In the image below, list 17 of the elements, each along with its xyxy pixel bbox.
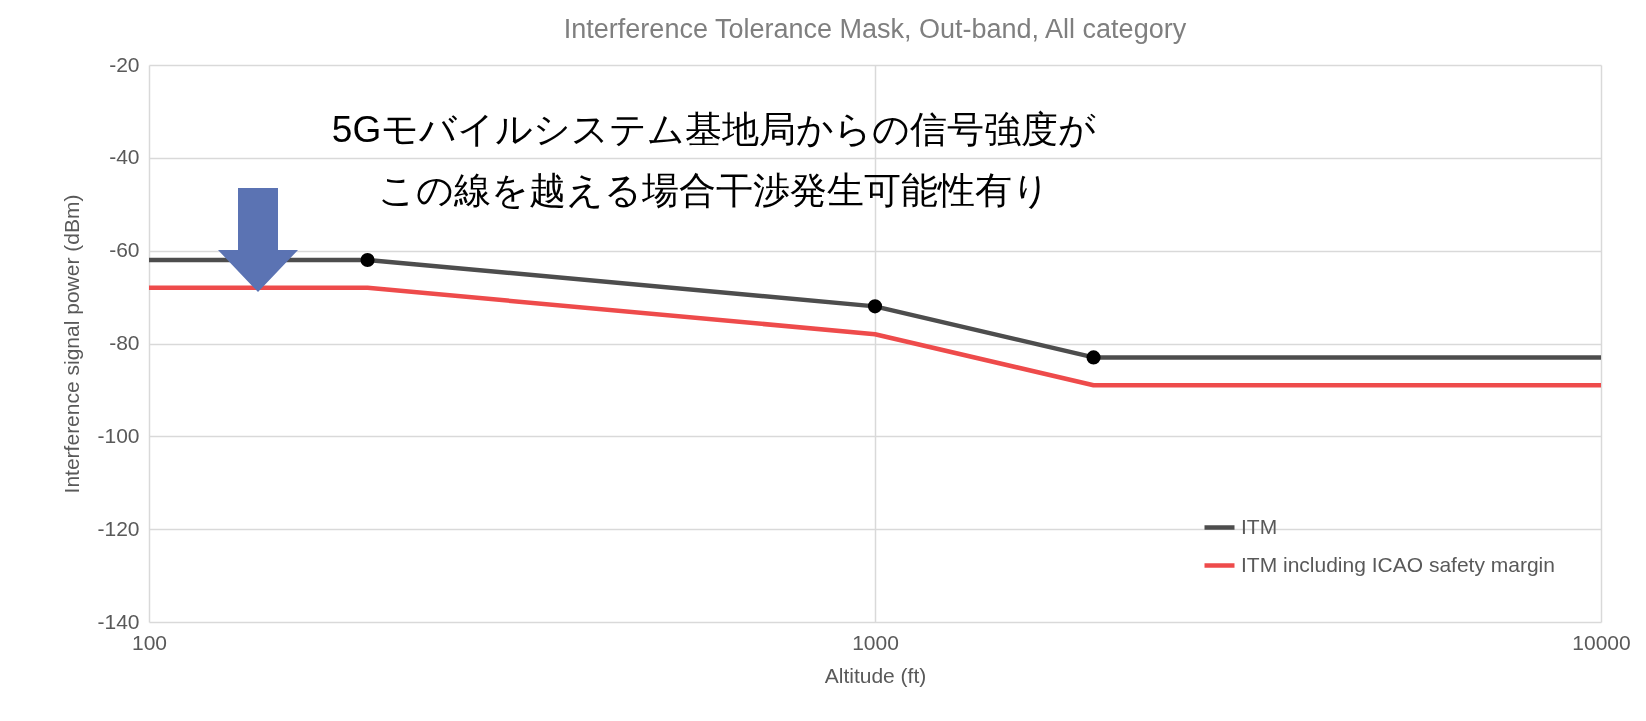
y-tick-label: -40: [109, 145, 140, 169]
y-axis-title: Interference signal power (dBm): [60, 194, 84, 494]
chart-title: Interference Tolerance Mask, Out-band, All category: [563, 14, 1187, 44]
y-tick-label: -60: [109, 238, 140, 262]
legend-label: ITM including ICAO safety margin: [1241, 552, 1555, 576]
y-tick-label: -80: [109, 331, 140, 354]
y-tick-label: -100: [97, 423, 140, 447]
y-tick-label: -120: [97, 516, 140, 540]
annotation: 5Gモバイルシステム基地局からの信号強度が: [331, 109, 1097, 150]
x-tick-label: 10000: [1572, 630, 1631, 654]
annotation: この線を越える場合干渉発生可能性有り: [378, 170, 1050, 211]
y-tick-label: -20: [109, 52, 140, 76]
x-tick-label: 100: [131, 630, 168, 654]
x-tick-label: 1000: [852, 630, 899, 654]
x-axis-title: Altitude (ft): [824, 663, 927, 687]
y-tick-label: -140: [97, 609, 140, 633]
legend-label: ITM: [1241, 514, 1278, 538]
